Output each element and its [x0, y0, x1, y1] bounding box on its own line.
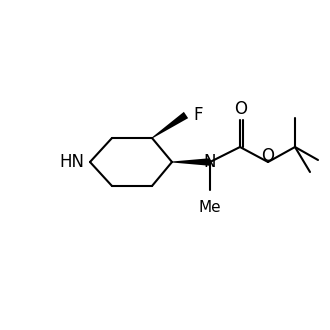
Text: O: O [261, 147, 275, 165]
Text: F: F [193, 106, 203, 124]
Polygon shape [152, 112, 188, 138]
Text: N: N [204, 153, 216, 171]
Text: Me: Me [199, 200, 221, 215]
Text: HN: HN [59, 153, 84, 171]
Text: O: O [235, 100, 248, 118]
Polygon shape [172, 158, 210, 166]
